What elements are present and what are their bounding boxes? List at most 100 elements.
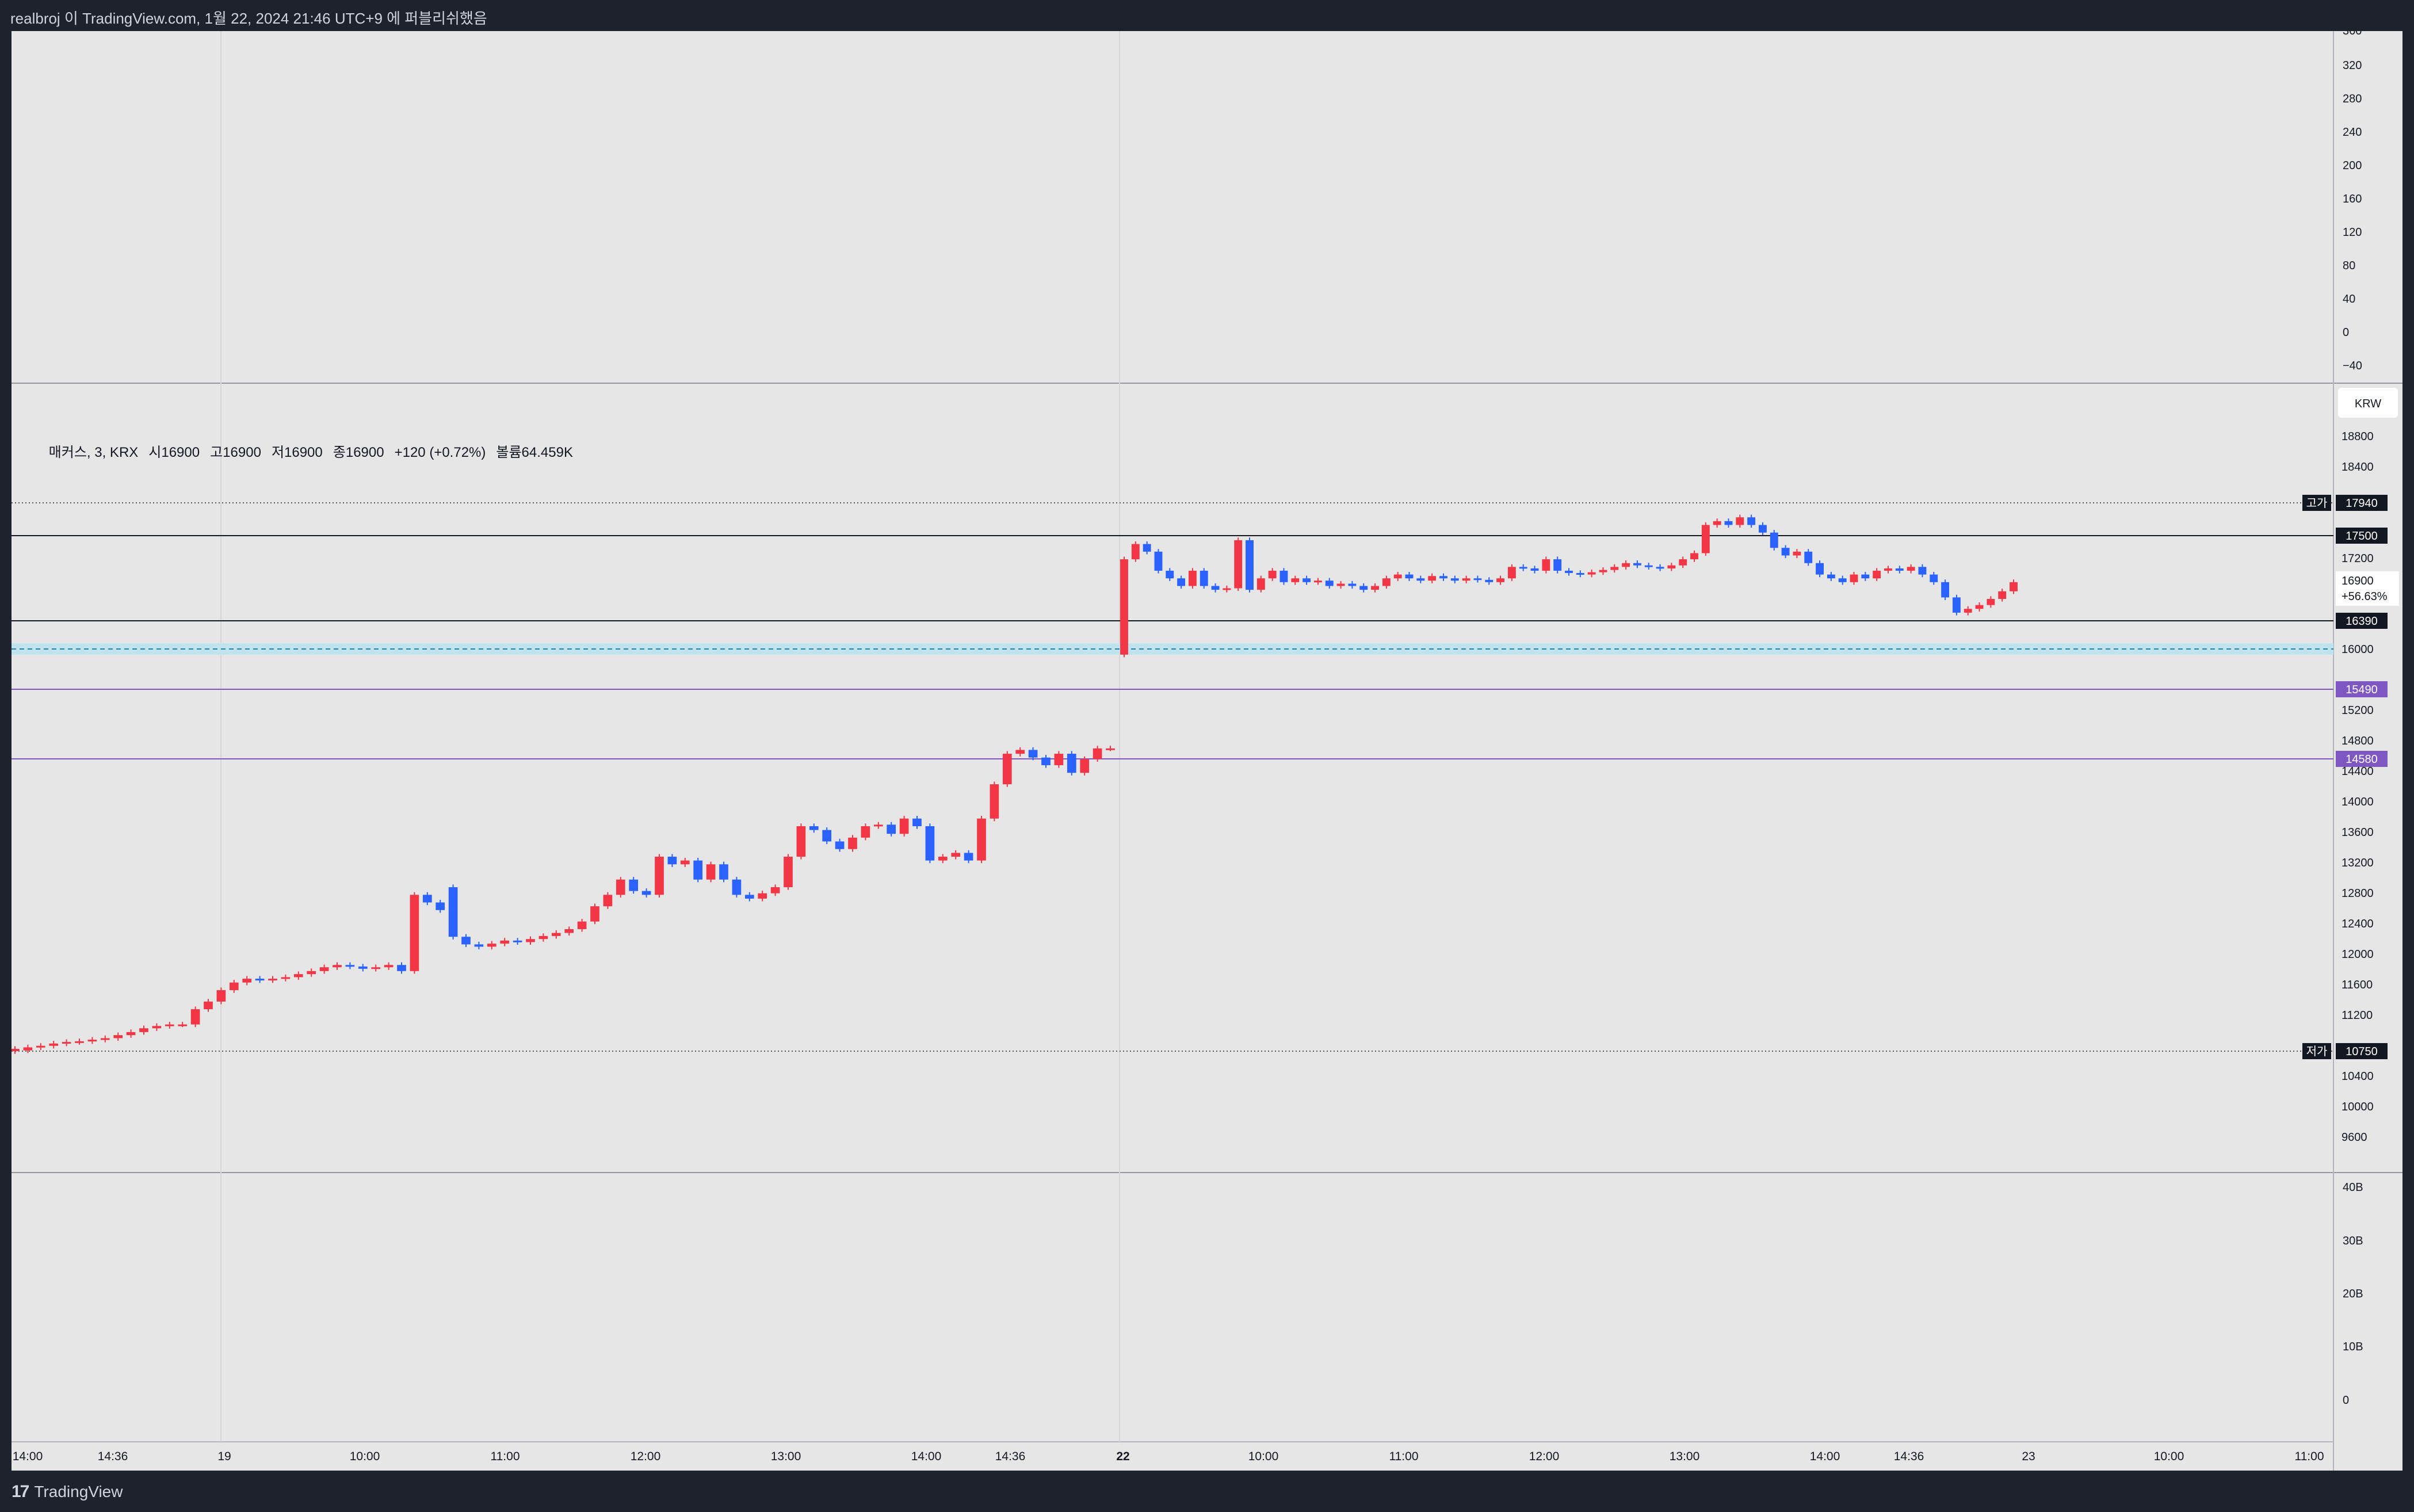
candle-body[interactable]	[1336, 583, 1345, 586]
candle-body[interactable]	[938, 857, 948, 861]
candle-body[interactable]	[1850, 574, 1858, 582]
candle-body[interactable]	[165, 1024, 174, 1026]
candle-body[interactable]	[848, 837, 857, 849]
candle-body[interactable]	[500, 940, 510, 944]
candle-body[interactable]	[410, 895, 419, 971]
candle-body[interactable]	[577, 921, 587, 929]
candle-body[interactable]	[1873, 570, 1881, 579]
candle-body[interactable]	[526, 939, 535, 942]
candle-body[interactable]	[590, 906, 599, 922]
candle-body[interactable]	[461, 937, 471, 945]
candle-body[interactable]	[1054, 754, 1064, 765]
candle-body[interactable]	[371, 967, 381, 969]
candle-body[interactable]	[1439, 576, 1447, 579]
candle-body[interactable]	[1895, 568, 1904, 571]
candle-body[interactable]	[113, 1035, 123, 1038]
candle-body[interactable]	[293, 974, 303, 978]
candle-body[interactable]	[281, 977, 291, 979]
candle-body[interactable]	[204, 1001, 213, 1010]
candle-body[interactable]	[229, 982, 239, 990]
candle-body[interactable]	[719, 864, 728, 880]
candle-body[interactable]	[835, 841, 845, 849]
candle-body[interactable]	[538, 936, 548, 940]
candle-body[interactable]	[436, 902, 445, 910]
candle-body[interactable]	[139, 1028, 148, 1032]
candle-body[interactable]	[629, 879, 639, 891]
candle-body[interactable]	[667, 857, 677, 865]
candle-body[interactable]	[178, 1024, 188, 1026]
candle-body[interactable]	[513, 940, 522, 942]
candle-body[interactable]	[190, 1009, 200, 1025]
candle-body[interactable]	[87, 1040, 97, 1042]
candle-body[interactable]	[744, 895, 754, 899]
candle-body[interactable]	[1770, 532, 1778, 548]
candle-body[interactable]	[912, 818, 922, 826]
candle-body[interactable]	[1519, 567, 1527, 569]
candle-body[interactable]	[23, 1047, 33, 1051]
candle-body[interactable]	[1314, 581, 1322, 583]
candle-body[interactable]	[1713, 521, 1721, 525]
candle-body[interactable]	[36, 1045, 45, 1048]
candle-body[interactable]	[873, 824, 883, 827]
candle-body[interactable]	[1177, 578, 1186, 586]
candle-body[interactable]	[1211, 586, 1220, 590]
candle-body[interactable]	[474, 944, 484, 947]
candle-body[interactable]	[333, 965, 342, 968]
candle-body[interactable]	[1656, 567, 1664, 569]
candle-body[interactable]	[1106, 748, 1115, 750]
candle-body[interactable]	[1382, 578, 1391, 586]
candle-body[interactable]	[487, 944, 496, 947]
candle-body[interactable]	[784, 857, 793, 888]
candle-body[interactable]	[1918, 567, 1927, 575]
candle-body[interactable]	[1998, 591, 2007, 600]
candle-body[interactable]	[1041, 757, 1051, 765]
candle-body[interactable]	[126, 1032, 136, 1036]
candle-body[interactable]	[899, 818, 909, 834]
candle-body[interactable]	[1565, 570, 1573, 573]
currency-badge[interactable]: KRW	[2355, 398, 2381, 410]
candle-body[interactable]	[732, 879, 742, 895]
candle-body[interactable]	[345, 965, 355, 967]
candle-body[interactable]	[358, 966, 368, 969]
candle-body[interactable]	[384, 965, 394, 968]
candle-body[interactable]	[1291, 578, 1300, 582]
candle-body[interactable]	[100, 1038, 110, 1040]
candle-body[interactable]	[1793, 551, 1801, 556]
candle-body[interactable]	[706, 864, 716, 880]
candle-body[interactable]	[1736, 517, 1744, 525]
candle-body[interactable]	[887, 824, 896, 834]
candle-body[interactable]	[1268, 570, 1277, 579]
candle-body[interactable]	[822, 830, 832, 842]
candle-body[interactable]	[1759, 525, 1767, 533]
candle-body[interactable]	[1930, 574, 1938, 582]
candle-body[interactable]	[1861, 574, 1870, 579]
candle-body[interactable]	[1462, 578, 1470, 581]
candle-body[interactable]	[564, 929, 574, 933]
candle-body[interactable]	[964, 853, 973, 861]
candle-body[interactable]	[1450, 578, 1459, 581]
candle-body[interactable]	[990, 784, 999, 819]
candle-body[interactable]	[2010, 582, 2018, 591]
candle-body[interactable]	[1701, 525, 1710, 553]
candle-body[interactable]	[693, 860, 703, 880]
candle-body[interactable]	[255, 979, 265, 981]
candle-body[interactable]	[1633, 563, 1641, 566]
chart-svg[interactable]: 360 320 280 240 200 160 120 80 40 0 −40 …	[12, 31, 2402, 1471]
candle-body[interactable]	[1690, 553, 1698, 560]
candle-body[interactable]	[1325, 581, 1334, 586]
candle-body[interactable]	[1093, 748, 1102, 759]
candle-body[interactable]	[1679, 559, 1687, 566]
candle-body[interactable]	[1644, 565, 1653, 567]
candle-body[interactable]	[1804, 551, 1813, 563]
candle-body[interactable]	[1120, 559, 1128, 655]
candle-body[interactable]	[1279, 570, 1288, 582]
candle-body[interactable]	[1348, 583, 1357, 586]
candle-body[interactable]	[1599, 570, 1607, 572]
candle-body[interactable]	[1907, 567, 1915, 571]
candle-body[interactable]	[1816, 563, 1824, 575]
candle-body[interactable]	[1507, 567, 1516, 579]
candle-body[interactable]	[75, 1041, 84, 1043]
candle-body[interactable]	[422, 895, 432, 903]
candle-body[interactable]	[1246, 540, 1254, 590]
candle-body[interactable]	[1747, 517, 1756, 525]
